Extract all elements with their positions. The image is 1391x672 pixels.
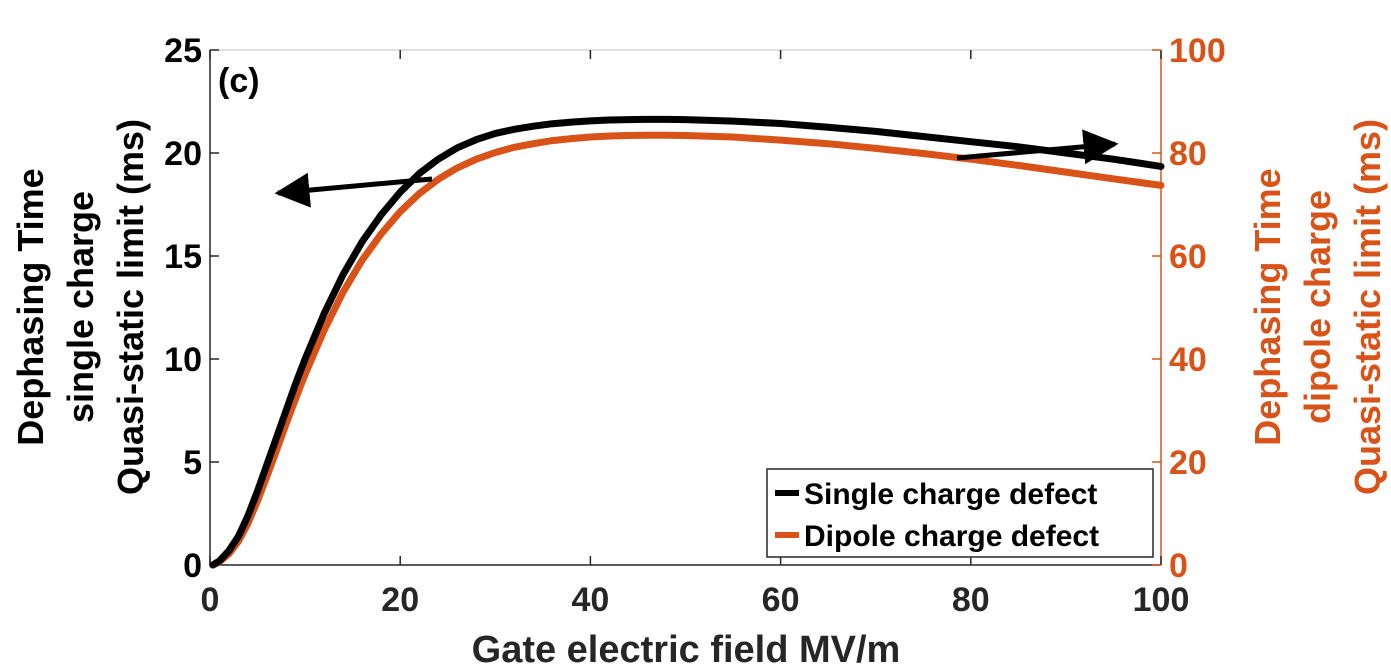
left-y-label: Dephasing Time single charge Quasi-stati… — [10, 119, 151, 495]
right-y-tick-label: 100 — [1169, 32, 1226, 70]
left-y-label-line-1: Dephasing Time — [10, 168, 51, 445]
right-y-label: Dephasing Time dipole charge Quasi-stati… — [1247, 119, 1388, 495]
x-ticks: 0 20 40 60 80 100 — [201, 50, 1190, 619]
left-y-tick-label: 20 — [164, 135, 202, 173]
x-axis-label: Gate electric field MV/m — [472, 629, 901, 671]
legend-box — [766, 468, 1154, 558]
right-y-ticks: 0 20 40 60 80 100 — [1152, 32, 1226, 585]
right-y-tick-label: 60 — [1169, 238, 1207, 276]
arrow-to-left-axis — [274, 172, 433, 208]
left-y-ticks: 0 5 10 15 20 25 — [164, 32, 219, 585]
x-tick-label: 0 — [201, 581, 220, 619]
legend: Single charge defect Dipole charge defec… — [766, 468, 1154, 558]
right-y-tick-label: 80 — [1169, 135, 1207, 173]
left-y-label-line-3: Quasi-static limit (ms) — [110, 119, 151, 495]
right-y-tick-label: 0 — [1169, 547, 1188, 585]
left-y-tick-label: 10 — [164, 341, 202, 379]
legend-label-single: Single charge defect — [804, 478, 1097, 511]
left-y-tick-label: 0 — [183, 547, 202, 585]
series-line-single-charge — [209, 115, 1165, 569]
arrow-to-right-axis — [956, 129, 1119, 165]
right-y-label-line-2: dipole charge — [1297, 190, 1338, 424]
series-line-dipole-charge — [209, 131, 1165, 569]
left-y-tick-label: 25 — [164, 32, 202, 70]
left-y-tick-label: 5 — [183, 444, 202, 482]
x-tick-label: 20 — [381, 581, 419, 619]
x-tick-label: 60 — [762, 581, 800, 619]
right-y-label-line-1: Dephasing Time — [1247, 168, 1288, 445]
left-y-tick-label: 15 — [164, 238, 202, 276]
left-y-label-line-2: single charge — [60, 191, 101, 423]
x-tick-label: 40 — [571, 581, 609, 619]
right-y-tick-label: 20 — [1169, 444, 1207, 482]
x-tick-label: 80 — [952, 581, 990, 619]
right-y-tick-label: 40 — [1169, 341, 1207, 379]
right-y-label-line-3: Quasi-static limit (ms) — [1347, 119, 1388, 495]
series-layer — [209, 115, 1165, 569]
x-tick-label: 100 — [1133, 581, 1190, 619]
panel-label: (c) — [218, 62, 260, 100]
legend-label-dipole: Dipole charge defect — [804, 520, 1099, 553]
